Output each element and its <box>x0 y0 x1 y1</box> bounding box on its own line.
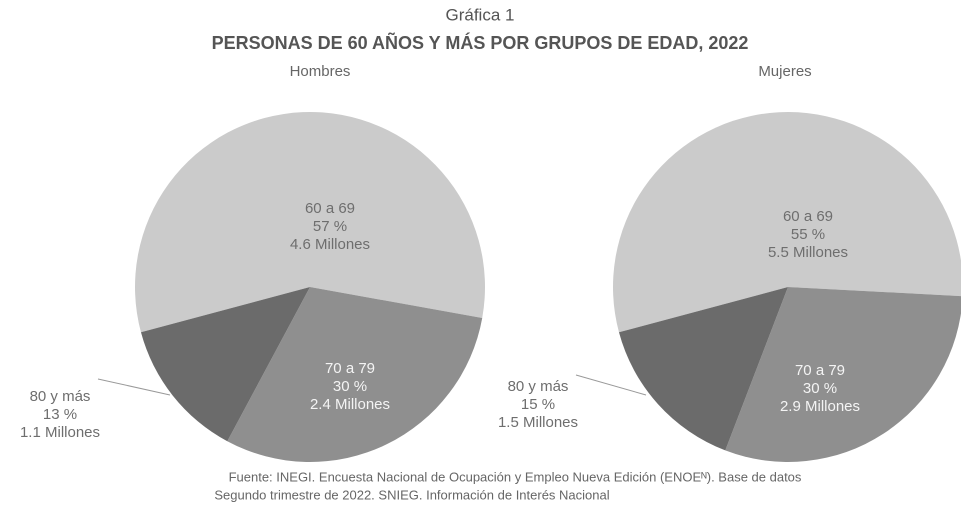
pie-slice <box>227 287 483 463</box>
slice-percent: 30 % <box>333 378 367 395</box>
slice-category: 80 y más <box>30 388 91 405</box>
slice-millions: 1.1 Millones <box>20 424 100 441</box>
slice-percent: 15 % <box>521 396 555 413</box>
slice-category: 60 a 69 <box>783 208 833 225</box>
slice-millions: 2.4 Millones <box>310 396 390 413</box>
slice-percent: 30 % <box>803 380 837 397</box>
pie-title: Hombres <box>290 63 351 80</box>
slice-category: 70 a 79 <box>795 362 845 379</box>
slice-percent: 57 % <box>313 218 347 235</box>
source-line: Segundo trimestre de 2022. SNIEG. Inform… <box>214 487 609 502</box>
slice-category: 60 a 69 <box>305 200 355 217</box>
pie-slice <box>140 287 310 442</box>
leader-line <box>575 374 647 396</box>
slice-percent: 55 % <box>791 226 825 243</box>
slice-category: 80 y más <box>508 378 569 395</box>
source-line: Fuente: INEGI. Encuesta Nacional de Ocup… <box>229 469 802 484</box>
pie-slice <box>725 287 961 462</box>
slice-millions: 5.5 Millones <box>768 244 848 261</box>
slice-category: 70 a 79 <box>325 360 375 377</box>
slice-millions: 1.5 Millones <box>498 414 578 431</box>
chart-title: PERSONAS DE 60 AÑOS Y MÁS POR GRUPOS DE … <box>212 32 749 53</box>
pie-title: Mujeres <box>758 63 811 80</box>
leader-line <box>97 378 171 396</box>
slice-millions: 4.6 Millones <box>290 236 370 253</box>
chart-label: Gráfica 1 <box>446 5 515 24</box>
slice-millions: 2.9 Millones <box>780 398 860 415</box>
slice-percent: 13 % <box>43 406 77 423</box>
pie-slice <box>618 287 788 451</box>
pie-slice <box>134 111 485 333</box>
pie-slice <box>613 112 961 333</box>
